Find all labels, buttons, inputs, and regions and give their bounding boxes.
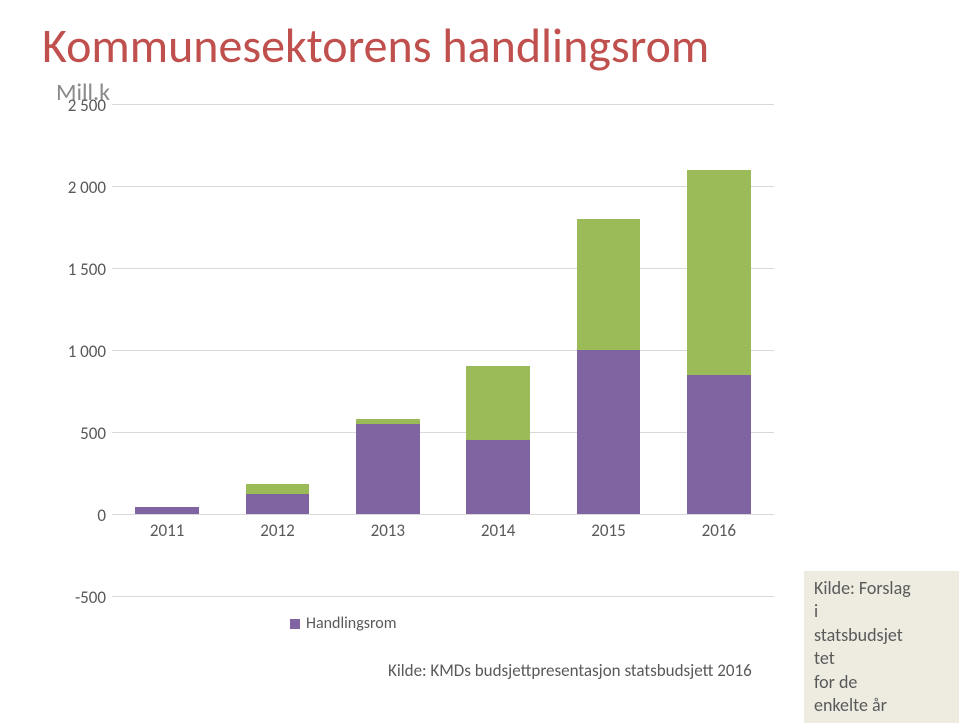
gridline xyxy=(112,350,774,351)
side-note-box: Kilde: Forslagistatsbudsjettetfor deenke… xyxy=(804,571,959,723)
y-tick-label: 0 xyxy=(97,505,106,526)
y-tick-label: 500 xyxy=(80,423,106,444)
gridline xyxy=(112,596,774,597)
x-tick-label: 2013 xyxy=(333,520,443,541)
x-tick-label: 2015 xyxy=(553,520,663,541)
gridline xyxy=(112,104,774,105)
slide: Kommunesektorens handlingsrom Mill.k -50… xyxy=(0,0,959,724)
bar-segment xyxy=(356,419,420,424)
bar-segment xyxy=(577,350,641,514)
x-tick-label: 2011 xyxy=(112,520,222,541)
y-axis-tick-labels: -50005001 0001 5002 0002 500 xyxy=(6,104,106,596)
bar-segment xyxy=(246,484,310,494)
legend-label: Handlingsrom xyxy=(306,614,397,633)
bar-segment xyxy=(577,219,641,350)
side-note-line: tet xyxy=(814,647,959,670)
chart-title: Kommunesektorens handlingsrom xyxy=(42,16,709,75)
y-tick-label: 1 500 xyxy=(68,259,106,280)
side-note-line: i xyxy=(814,600,959,623)
bar-segment xyxy=(246,494,310,514)
legend-swatch-icon xyxy=(290,619,300,629)
bar-segment xyxy=(135,507,199,514)
y-tick-label: -500 xyxy=(75,587,106,608)
bar-segment xyxy=(687,375,751,514)
x-tick-label: 2014 xyxy=(443,520,553,541)
y-tick-label: 1 000 xyxy=(68,341,106,362)
side-note-line: for de xyxy=(814,671,959,694)
side-note-line: Kilde: Forslag xyxy=(814,577,959,600)
y-tick-label: 2 500 xyxy=(68,95,106,116)
x-tick-label: 2016 xyxy=(664,520,774,541)
source-caption: Kilde: KMDs budsjettpresentasjon statsbu… xyxy=(388,660,752,681)
gridline xyxy=(112,268,774,269)
side-note-line: enkelte år xyxy=(814,694,959,717)
y-tick-label: 2 000 xyxy=(68,177,106,198)
bar-segment xyxy=(466,440,530,514)
legend: Handlingsrom xyxy=(290,614,397,633)
side-note-line: statsbudsjet xyxy=(814,624,959,647)
bar-segment xyxy=(356,424,420,514)
bar-segment xyxy=(687,170,751,375)
bar-segment xyxy=(466,366,530,440)
gridline xyxy=(112,514,774,515)
gridline xyxy=(112,186,774,187)
gridline xyxy=(112,432,774,433)
x-tick-label: 2012 xyxy=(222,520,332,541)
